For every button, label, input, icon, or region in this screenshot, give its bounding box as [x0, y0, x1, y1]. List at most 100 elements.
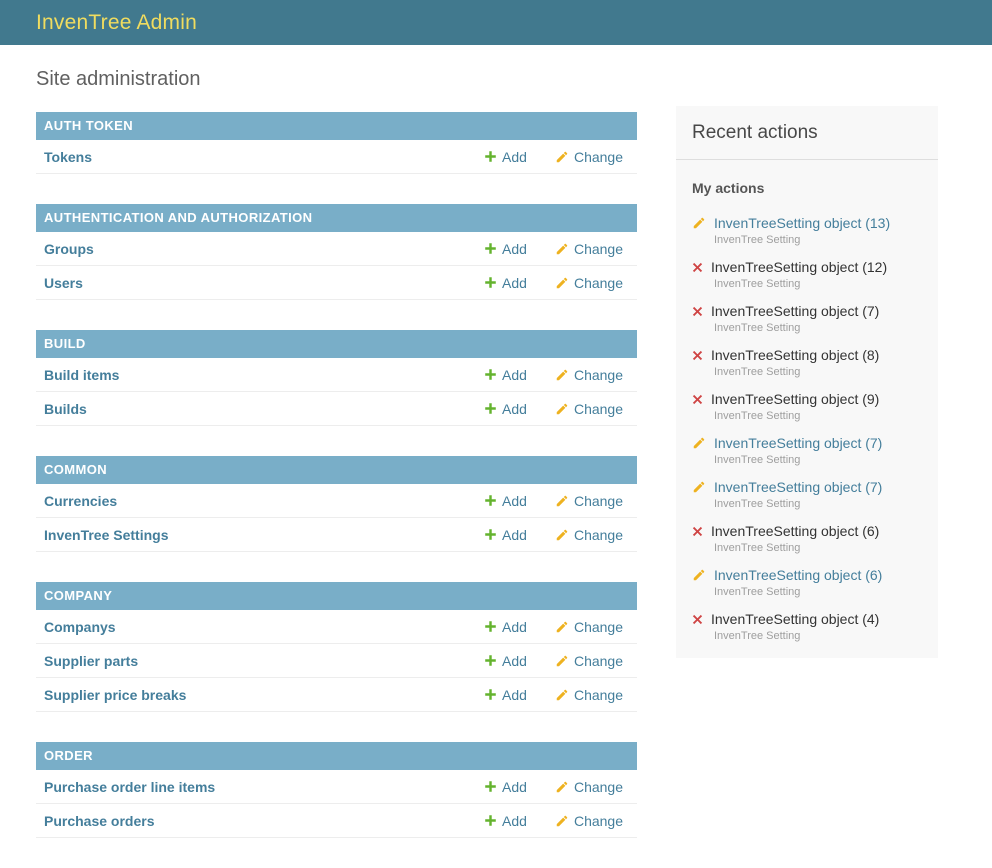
- pencil-icon: [555, 780, 569, 794]
- model-link-supplier-price-breaks[interactable]: Supplier price breaks: [44, 686, 187, 703]
- change-link[interactable]: Change: [555, 619, 623, 635]
- model-row: Tokens Add Change: [36, 140, 637, 174]
- action-link[interactable]: InvenTreeSetting object (7): [714, 435, 883, 451]
- module-caption: BUILD: [36, 330, 637, 358]
- change-link[interactable]: Change: [555, 687, 623, 703]
- model-link-builds[interactable]: Builds: [44, 400, 87, 417]
- model-link-groups[interactable]: Groups: [44, 240, 94, 257]
- delete-icon: [692, 262, 703, 273]
- change-link[interactable]: Change: [555, 275, 623, 291]
- model-link-purchase-orders[interactable]: Purchase orders: [44, 812, 155, 829]
- model-link-currencies[interactable]: Currencies: [44, 492, 118, 509]
- pencil-icon: [692, 436, 706, 450]
- module-caption: AUTHENTICATION AND AUTHORIZATION: [36, 204, 637, 232]
- action-object-type: InvenTree Setting: [714, 234, 801, 246]
- site-title-link[interactable]: InvenTree Admin: [36, 10, 197, 34]
- model-link-inventree-settings[interactable]: InvenTree Settings: [44, 526, 169, 543]
- add-link[interactable]: Add: [484, 619, 527, 635]
- change-link[interactable]: Change: [555, 149, 623, 165]
- add-link[interactable]: Add: [484, 241, 527, 257]
- admin-header: InvenTree Admin: [0, 0, 992, 45]
- change-link[interactable]: Change: [555, 527, 623, 543]
- delete-icon: [692, 614, 703, 625]
- add-link[interactable]: Add: [484, 687, 527, 703]
- action-object-type: InvenTree Setting: [714, 278, 801, 290]
- action-item: InvenTreeSetting object (6) InvenTree Se…: [692, 567, 922, 598]
- change-link[interactable]: Change: [555, 813, 623, 829]
- add-label: Add: [502, 492, 527, 509]
- model-link-users[interactable]: Users: [44, 274, 83, 291]
- pencil-icon: [555, 402, 569, 416]
- model-row: Build items Add Change: [36, 358, 637, 392]
- action-object-type: InvenTree Setting: [714, 586, 801, 598]
- delete-icon: [692, 526, 703, 537]
- model-row: Currencies Add Change: [36, 484, 637, 518]
- action-object-type: InvenTree Setting: [714, 498, 801, 510]
- action-object-type: InvenTree Setting: [714, 366, 801, 378]
- pencil-icon: [555, 494, 569, 508]
- action-item: InvenTreeSetting object (12) InvenTree S…: [692, 259, 922, 290]
- action-object-type: InvenTree Setting: [714, 630, 801, 642]
- plus-icon: [484, 368, 497, 381]
- change-link[interactable]: Change: [555, 493, 623, 509]
- model-link-build-items[interactable]: Build items: [44, 366, 120, 383]
- model-row: Builds Add Change: [36, 392, 637, 426]
- plus-icon: [484, 494, 497, 507]
- action-item: InvenTreeSetting object (4) InvenTree Se…: [692, 611, 922, 642]
- add-label: Add: [502, 400, 527, 417]
- model-link-supplier-parts[interactable]: Supplier parts: [44, 652, 139, 669]
- change-label: Change: [573, 366, 623, 383]
- model-row: InvenTree Settings Add Change: [36, 518, 637, 552]
- add-label: Add: [502, 366, 527, 383]
- add-link[interactable]: Add: [484, 653, 527, 669]
- module-build: BUILD Build items Add Change Builds Add …: [36, 330, 637, 426]
- action-label: InvenTreeSetting object (4): [711, 611, 880, 627]
- change-label: Change: [573, 652, 623, 669]
- pencil-icon: [692, 480, 706, 494]
- add-link[interactable]: Add: [484, 149, 527, 165]
- model-row: Users Add Change: [36, 266, 637, 300]
- plus-icon: [484, 242, 497, 255]
- add-link[interactable]: Add: [484, 527, 527, 543]
- pencil-icon: [692, 216, 706, 230]
- action-link[interactable]: InvenTreeSetting object (6): [714, 567, 883, 583]
- model-link-companys[interactable]: Companys: [44, 618, 116, 635]
- model-row: Supplier parts Add Change: [36, 644, 637, 678]
- plus-icon: [484, 654, 497, 667]
- add-link[interactable]: Add: [484, 813, 527, 829]
- pencil-icon: [555, 276, 569, 290]
- add-link[interactable]: Add: [484, 401, 527, 417]
- my-actions-title: My actions: [692, 180, 765, 196]
- action-list: InvenTreeSetting object (13) InvenTree S…: [676, 215, 938, 642]
- delete-icon: [692, 394, 703, 405]
- change-link[interactable]: Change: [555, 401, 623, 417]
- module-company: COMPANY Companys Add Change Supplier par…: [36, 582, 637, 712]
- pencil-icon: [555, 528, 569, 542]
- module-caption: COMPANY: [36, 582, 637, 610]
- model-link-purchase-order-line-items[interactable]: Purchase order line items: [44, 778, 216, 795]
- change-label: Change: [573, 618, 623, 635]
- add-label: Add: [502, 778, 527, 795]
- change-link[interactable]: Change: [555, 779, 623, 795]
- add-label: Add: [502, 686, 527, 703]
- action-link[interactable]: InvenTreeSetting object (7): [714, 479, 883, 495]
- add-link[interactable]: Add: [484, 779, 527, 795]
- pencil-icon: [555, 150, 569, 164]
- pencil-icon: [555, 620, 569, 634]
- add-label: Add: [502, 618, 527, 635]
- change-link[interactable]: Change: [555, 367, 623, 383]
- plus-icon: [484, 150, 497, 163]
- change-link[interactable]: Change: [555, 653, 623, 669]
- pencil-icon: [555, 688, 569, 702]
- change-label: Change: [573, 778, 623, 795]
- action-link[interactable]: InvenTreeSetting object (13): [714, 215, 891, 231]
- action-object-type: InvenTree Setting: [714, 454, 801, 466]
- add-link[interactable]: Add: [484, 367, 527, 383]
- add-link[interactable]: Add: [484, 493, 527, 509]
- model-link-tokens[interactable]: Tokens: [44, 148, 92, 165]
- action-item: InvenTreeSetting object (9) InvenTree Se…: [692, 391, 922, 422]
- add-link[interactable]: Add: [484, 275, 527, 291]
- recent-actions-panel: Recent actions My actions InvenTreeSetti…: [676, 106, 938, 658]
- change-link[interactable]: Change: [555, 241, 623, 257]
- plus-icon: [484, 276, 497, 289]
